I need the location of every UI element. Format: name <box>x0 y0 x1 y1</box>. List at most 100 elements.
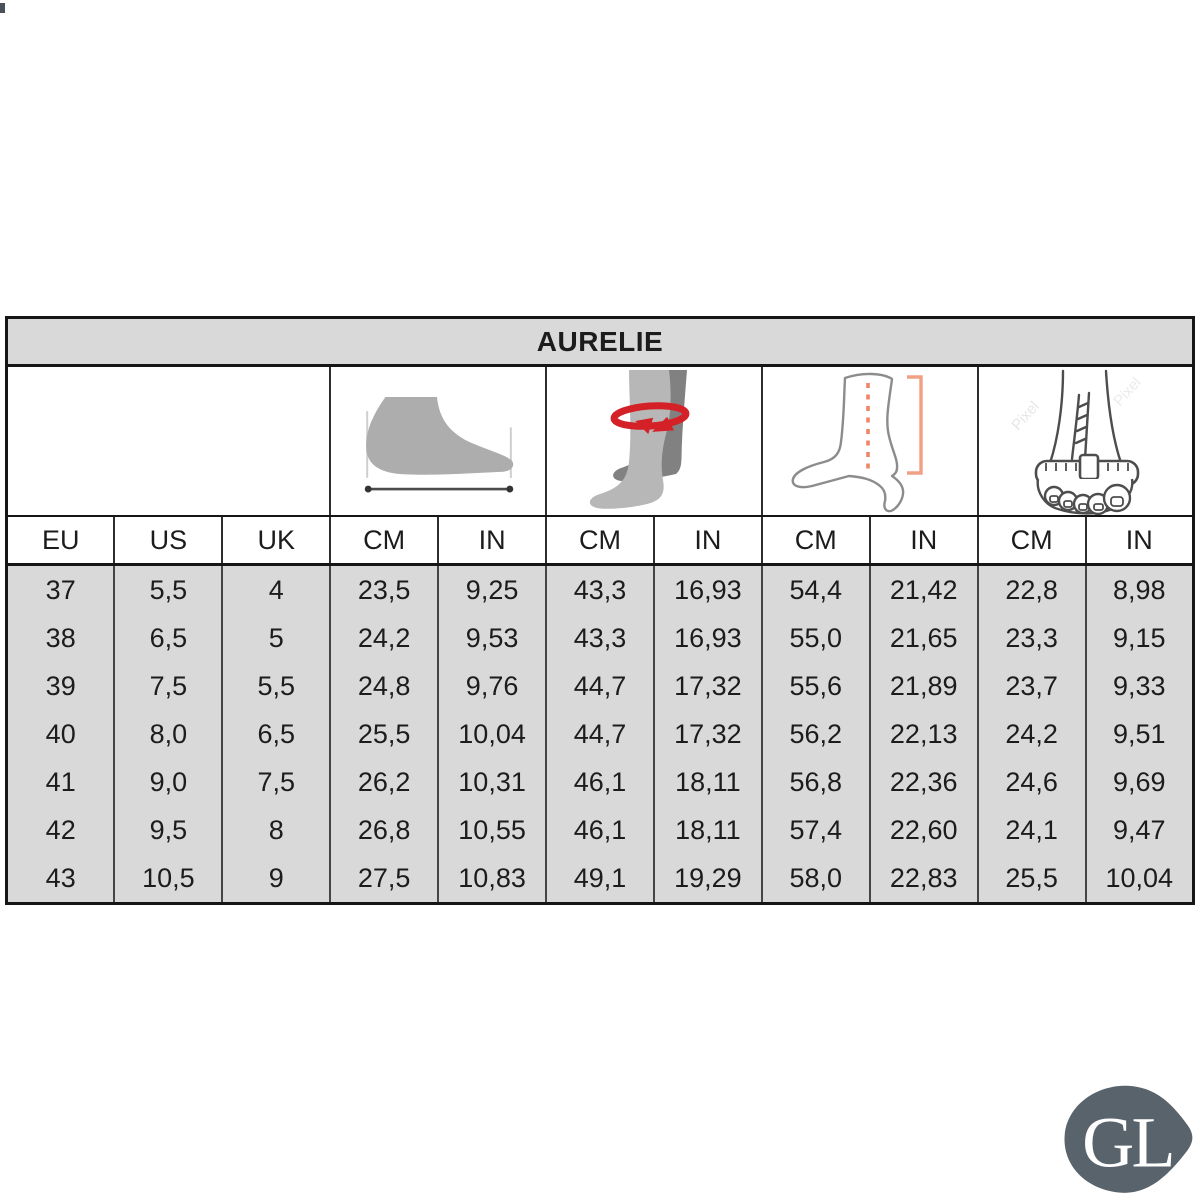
foot-length-icon <box>364 396 514 493</box>
size-cell: 41 <box>6 758 115 806</box>
column-header-eu: EU <box>6 516 115 566</box>
size-row: 42 9,5 8 26,8 10,55 46,1 18,11 57,4 22,60 24,1 9,4… <box>6 806 1194 854</box>
size-cell: 9,15 <box>1084 614 1194 662</box>
column-header-uk: UK <box>221 516 331 566</box>
size-cell: 43,3 <box>545 564 654 614</box>
gl-logo: GL <box>1064 1085 1193 1193</box>
size-cell: 10,04 <box>1084 854 1194 904</box>
size-cell: 7,5 <box>113 662 223 710</box>
illustration-row: Pixel Pixel <box>6 365 1194 517</box>
size-cell: 23,3 <box>976 614 1086 662</box>
page-title: AURELIE <box>6 317 1194 367</box>
size-cell: 18,11 <box>652 758 762 806</box>
size-cell: 24,2 <box>976 710 1086 758</box>
foot-girth-icon: Pixel Pixel <box>1009 369 1145 515</box>
column-header-cm: CM <box>760 516 870 566</box>
size-cell: 16,93 <box>652 614 762 662</box>
size-cell: 10,04 <box>437 710 547 758</box>
size-row: 38 6,5 5 24,2 9,53 43,3 16,93 55,0 21,65 23,3 9,15 <box>6 614 1194 662</box>
size-cell: 9,69 <box>1084 758 1194 806</box>
size-rows: 37 5,5 4 23,5 9,25 43,3 16,93 54,4 21,42 22,8 8,98… <box>6 564 1194 904</box>
cropped-corner-artifact <box>0 3 5 13</box>
calf-circumference-icon <box>589 370 690 509</box>
size-cell: 10,83 <box>437 854 547 904</box>
calf-circumference-cell <box>545 365 762 517</box>
size-cell: 27,5 <box>329 854 439 904</box>
size-cell: 8 <box>221 806 331 854</box>
size-cell: 9,51 <box>1084 710 1194 758</box>
size-cell: 5,5 <box>221 662 331 710</box>
size-cell: 21,42 <box>868 564 978 614</box>
size-cell: 9,47 <box>1084 806 1194 854</box>
foot-length-cell <box>329 365 547 517</box>
size-cell: 17,32 <box>652 710 762 758</box>
boot-shaft-height-icon <box>791 372 923 513</box>
size-cell: 4 <box>221 564 331 614</box>
size-row: 39 7,5 5,5 24,8 9,76 44,7 17,32 55,6 21,89 23,7 9,… <box>6 662 1194 710</box>
size-cell: 22,60 <box>868 806 978 854</box>
size-cell: 24,8 <box>329 662 439 710</box>
size-cell: 9,5 <box>113 806 223 854</box>
size-cell: 17,32 <box>652 662 762 710</box>
column-header-in: IN <box>868 516 978 566</box>
column-header-in: IN <box>1084 516 1194 566</box>
size-cell: 55,6 <box>760 662 870 710</box>
size-cell: 9 <box>221 854 331 904</box>
size-cell: 43 <box>6 854 115 904</box>
size-cell: 38 <box>6 614 115 662</box>
size-cell: 40 <box>6 710 115 758</box>
foot-girth-cell: Pixel Pixel <box>976 365 1194 517</box>
size-cell: 8,0 <box>113 710 223 758</box>
column-header-cm: CM <box>545 516 654 566</box>
size-cell: 9,33 <box>1084 662 1194 710</box>
size-cell: 56,8 <box>760 758 870 806</box>
size-cell: 8,98 <box>1084 564 1194 614</box>
size-chart-table: AURELIE <box>5 316 1195 905</box>
size-cell: 6,5 <box>221 710 331 758</box>
size-systems-spacer <box>6 365 331 517</box>
column-header-in: IN <box>652 516 762 566</box>
gl-logo-text: GL <box>1082 1103 1173 1183</box>
size-cell: 56,2 <box>760 710 870 758</box>
stock-watermark: Pixel <box>1111 374 1145 410</box>
size-cell: 23,5 <box>329 564 439 614</box>
column-header-us: US <box>113 516 223 566</box>
stock-watermark: Pixel <box>1009 398 1043 434</box>
size-cell: 24,1 <box>976 806 1086 854</box>
size-cell: 44,7 <box>545 710 654 758</box>
size-cell: 46,1 <box>545 758 654 806</box>
column-header-row: EU US UK CM IN CM IN CM IN CM IN <box>6 516 1194 566</box>
column-header-cm: CM <box>976 516 1086 566</box>
size-cell: 25,5 <box>976 854 1086 904</box>
size-row: 37 5,5 4 23,5 9,25 43,3 16,93 54,4 21,42 22,8 8,98 <box>6 564 1194 614</box>
size-cell: 25,5 <box>329 710 439 758</box>
size-cell: 22,8 <box>976 564 1086 614</box>
size-cell: 24,2 <box>329 614 439 662</box>
title-row: AURELIE <box>6 317 1194 367</box>
size-row: 43 10,5 9 27,5 10,83 49,1 19,29 58,0 22,83 25,5 10… <box>6 854 1194 904</box>
size-row: 40 8,0 6,5 25,5 10,04 44,7 17,32 56,2 22,13 24,2 9… <box>6 710 1194 758</box>
size-cell: 18,11 <box>652 806 762 854</box>
size-cell: 44,7 <box>545 662 654 710</box>
size-cell: 54,4 <box>760 564 870 614</box>
size-cell: 9,0 <box>113 758 223 806</box>
size-cell: 37 <box>6 564 115 614</box>
size-cell: 39 <box>6 662 115 710</box>
size-cell: 46,1 <box>545 806 654 854</box>
size-cell: 21,65 <box>868 614 978 662</box>
size-cell: 6,5 <box>113 614 223 662</box>
size-cell: 9,53 <box>437 614 547 662</box>
size-chart: AURELIE <box>5 316 1195 905</box>
size-cell: 55,0 <box>760 614 870 662</box>
size-cell: 9,25 <box>437 564 547 614</box>
size-cell: 26,2 <box>329 758 439 806</box>
size-cell: 22,36 <box>868 758 978 806</box>
column-header-in: IN <box>437 516 547 566</box>
size-cell: 26,8 <box>329 806 439 854</box>
size-cell: 22,83 <box>868 854 978 904</box>
size-cell: 10,55 <box>437 806 547 854</box>
size-cell: 24,6 <box>976 758 1086 806</box>
size-cell: 10,5 <box>113 854 223 904</box>
boot-shaft-height-cell <box>760 365 978 517</box>
size-cell: 57,4 <box>760 806 870 854</box>
